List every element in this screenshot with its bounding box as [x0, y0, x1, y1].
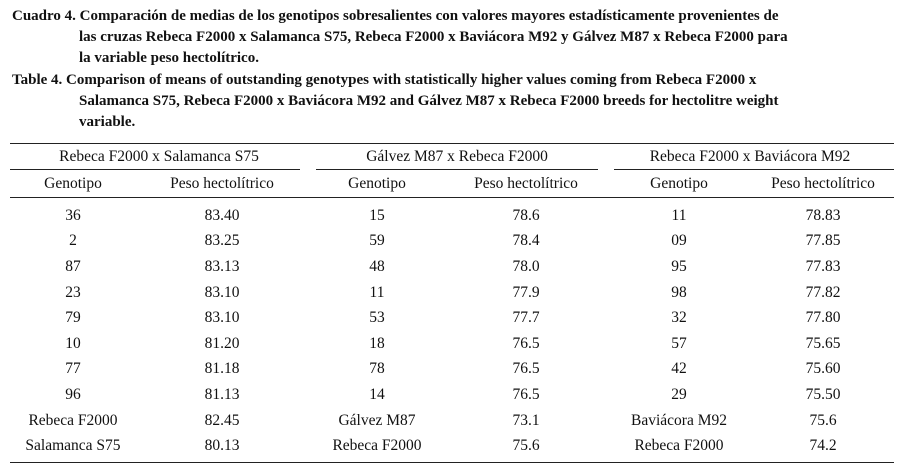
table-cell: Gálvez M87: [338, 411, 416, 429]
caption-spanish-text-1: Comparación de medias de los genotipos s…: [79, 8, 779, 24]
caption-english-label: Table 4.: [12, 72, 63, 88]
column-header: Peso hectolítrico: [446, 170, 607, 198]
table-cell: 80.13: [136, 433, 309, 463]
caption-spanish-label: Cuadro 4.: [12, 8, 76, 24]
caption-english-line-2: Salamanca S75, Rebeca F2000 x Baviácora …: [79, 93, 779, 109]
table-cell: 10: [65, 334, 81, 352]
column-header: Genotipo: [10, 170, 136, 198]
table-cell: 15: [369, 206, 385, 224]
table-cell: 75.6: [446, 433, 607, 463]
table-cell: 95: [671, 257, 687, 275]
table-cell: 77.80: [805, 309, 841, 327]
table-cell: 78.0: [512, 257, 540, 275]
table-cell: 83.40: [204, 206, 240, 224]
table-cell: 77.9: [512, 283, 540, 301]
column-header: Genotipo: [606, 170, 753, 198]
table-cell: 83.25: [204, 232, 240, 250]
table-row: 10 81.20 18 76.5 57 75.65: [10, 331, 894, 357]
table-row: 23 83.10 11 77.9 98 77.82: [10, 280, 894, 306]
table-cell: 11: [369, 283, 385, 301]
table-body: 36 83.40 15 78.6 11 78.83 2 83.25 59 78.4 09 77.85 8…: [10, 198, 895, 463]
table-cell: 29: [671, 385, 687, 403]
table-cell: 79: [65, 309, 81, 327]
table-cell: 81.18: [204, 360, 240, 378]
caption-spanish: Cuadro 4. Comparación de medias de los g…: [12, 6, 788, 69]
table-cell: 76.5: [512, 385, 540, 403]
caption-english-line-3: variable.: [79, 114, 136, 130]
table-cell: 75.65: [805, 334, 841, 352]
table-cell: 75.6: [809, 411, 837, 429]
table-cell: 83.13: [204, 257, 240, 275]
caption-english-text-1: Comparison of means of outstanding genot…: [66, 72, 757, 88]
table-cell: 53: [369, 309, 385, 327]
table-cell: 96: [65, 385, 81, 403]
table-cell: 23: [65, 283, 81, 301]
table-cell: 32: [671, 309, 687, 327]
table-cell: 83.10: [204, 309, 240, 327]
table-cell: Rebeca F2000: [28, 411, 118, 429]
table-cell: 78.6: [512, 206, 540, 224]
table-cell: 42: [671, 360, 687, 378]
table-cell: 75.50: [805, 385, 841, 403]
table-cell: 78: [369, 360, 385, 378]
table-cell: 78.4: [512, 232, 540, 250]
table-row: Rebeca F2000 82.45 Gálvez M87 73.1 Baviácora…: [10, 408, 894, 434]
table-cell: Salamanca S75: [10, 433, 136, 463]
caption-english-line-1: Table 4. Comparison of means of outstand…: [12, 70, 779, 91]
table-cell: 14: [369, 385, 385, 403]
table-cell: Rebeca F2000: [308, 433, 447, 463]
table-cell: Baviácora M92: [631, 411, 727, 429]
table-cell: 77.85: [805, 232, 841, 250]
group-header-salamanca: Rebeca F2000 x Salamanca S75: [10, 143, 309, 170]
table-cell: 73.1: [512, 411, 540, 429]
caption-spanish-line-3: la variable peso hectolítrico.: [79, 50, 259, 66]
table-cell: Rebeca F2000: [606, 433, 753, 463]
table-row: Salamanca S75 80.13 Rebeca F2000 75.6 Rebeca…: [10, 433, 895, 463]
table-cell: 77: [65, 360, 81, 378]
column-header: Genotipo: [308, 170, 447, 198]
table-row: 79 83.10 53 77.7 32 77.80: [10, 305, 894, 331]
table-row: 36 83.40 15 78.6 11 78.83: [10, 198, 894, 229]
caption-spanish-line-2: las cruzas Rebeca F2000 x Salamanca S75,…: [79, 29, 788, 45]
column-header: Peso hectolítrico: [752, 170, 895, 198]
caption-english: Table 4. Comparison of means of outstand…: [12, 70, 779, 133]
table-cell: 98: [671, 283, 687, 301]
table-cell: 82.45: [204, 411, 240, 429]
table-cell: 78.83: [805, 206, 841, 224]
table-cell: 81.13: [204, 385, 240, 403]
table-cell: 2: [69, 232, 77, 250]
table-row: 2 83.25 59 78.4 09 77.85: [10, 229, 894, 255]
group-header-galvez: Gálvez M87 x Rebeca F2000: [308, 143, 607, 170]
table-row: 87 83.13 48 78.0 95 77.83: [10, 254, 894, 280]
caption-spanish-line-1: Cuadro 4. Comparación de medias de los g…: [12, 6, 788, 27]
group-header-baviacora: Rebeca F2000 x Baviácora M92: [606, 143, 895, 170]
table-cell: 75.60: [805, 360, 841, 378]
table-cell: 83.10: [204, 283, 240, 301]
table-cell: 57: [671, 334, 687, 352]
table-cell: 77.83: [805, 257, 841, 275]
comparison-table: Rebeca F2000 x Salamanca S75 Gálvez M87 …: [10, 143, 895, 463]
table-cell: 36: [65, 206, 81, 224]
table-cell: 76.5: [512, 360, 540, 378]
group-header-row: Rebeca F2000 x Salamanca S75 Gálvez M87 …: [10, 143, 895, 170]
table-row: 96 81.13 14 76.5 29 75.50: [10, 382, 894, 408]
column-header: Peso hectolítrico: [136, 170, 309, 198]
column-header-row: Genotipo Peso hectolítrico Genotipo Peso…: [10, 170, 895, 198]
table-row: 77 81.18 78 76.5 42 75.60: [10, 357, 894, 383]
table-cell: 09: [671, 232, 687, 250]
table-cell: 74.2: [752, 433, 895, 463]
table-cell: 81.20: [204, 334, 240, 352]
table-cell: 87: [65, 257, 81, 275]
table-cell: 77.82: [805, 283, 841, 301]
table-cell: 48: [369, 257, 385, 275]
table-cell: 18: [369, 334, 385, 352]
table-cell: 77.7: [512, 309, 540, 327]
table-cell: 76.5: [512, 334, 540, 352]
table-cell: 59: [369, 232, 385, 250]
table-cell: 11: [671, 206, 687, 224]
